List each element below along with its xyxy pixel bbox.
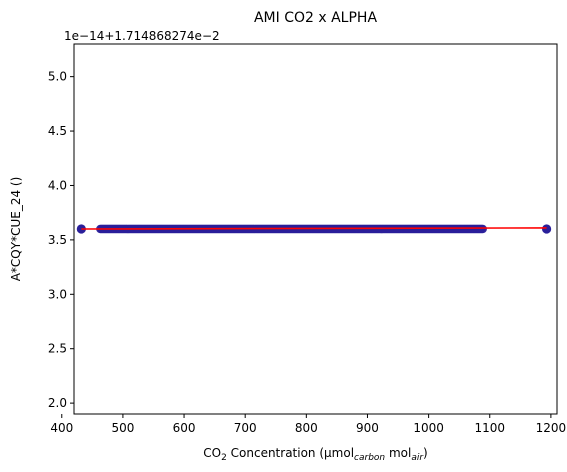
y-tick-label: 4.5 xyxy=(48,124,67,138)
plot-frame xyxy=(73,43,558,415)
data-point-outlier xyxy=(542,224,552,234)
x-tick-label: 1000 xyxy=(413,421,444,435)
x-axis-label-close: ) xyxy=(423,446,428,460)
x-axis-label-sub2: 2 xyxy=(221,453,227,463)
plot-marks xyxy=(76,224,552,234)
y-offset-label: 1e−14+1.714868274e−2 xyxy=(64,29,220,43)
x-tick-label: 400 xyxy=(50,421,73,435)
x-axis-label-sub-carbon: carbon xyxy=(354,453,385,463)
x-tick-label: 600 xyxy=(173,421,196,435)
y-tick-label: 5.0 xyxy=(48,70,67,84)
x-axis-label-mol: mol xyxy=(385,446,411,460)
data-point xyxy=(478,224,487,234)
y-tick-label: 2.0 xyxy=(48,396,67,410)
x-tick-label: 500 xyxy=(111,421,134,435)
x-tick-label: 800 xyxy=(295,421,318,435)
x-tick-label: 1200 xyxy=(536,421,567,435)
x-axis-label-co: CO xyxy=(203,446,221,460)
x-axis-label-sub-air: air xyxy=(411,453,424,463)
x-axis-label: CO2 Concentration (µmolcarbon molair) xyxy=(203,446,427,463)
chart-title: AMI CO2 x ALPHA xyxy=(254,10,377,26)
x-axis: 400 500 600 700 800 900 1000 1100 1200 xyxy=(50,414,566,435)
x-tick-label: 1100 xyxy=(474,421,505,435)
y-axis-label: A*CQY*CUE_24 () xyxy=(9,177,23,282)
y-tick-label: 2.5 xyxy=(48,342,67,356)
y-tick-label: 3.5 xyxy=(48,233,67,247)
x-tick-label: 900 xyxy=(356,421,379,435)
y-axis: 2.0 2.5 3.0 3.5 4.0 4.5 5.0 xyxy=(48,70,74,410)
x-tick-label: 700 xyxy=(234,421,257,435)
y-tick-label: 4.0 xyxy=(48,178,67,192)
x-axis-label-rest: Concentration (µmol xyxy=(227,446,354,460)
fit-line xyxy=(81,227,547,230)
y-tick-label: 3.0 xyxy=(48,287,67,301)
